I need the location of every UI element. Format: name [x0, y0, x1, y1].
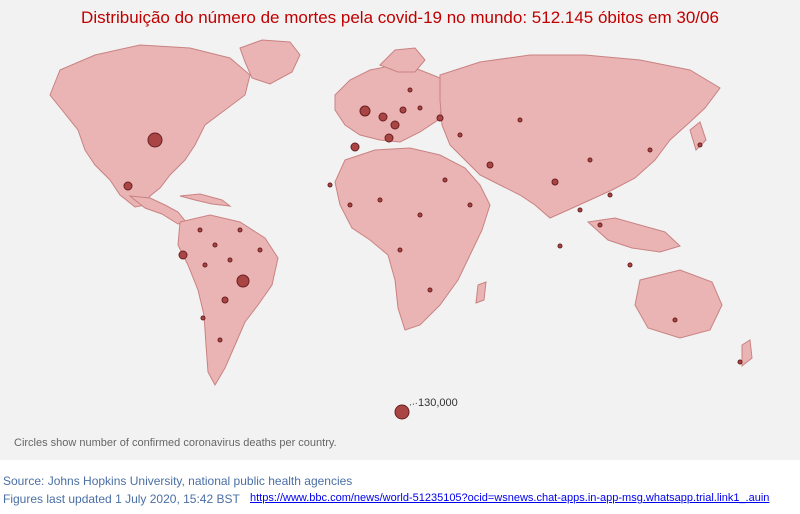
- asia: [439, 54, 721, 219]
- japan: [689, 121, 707, 151]
- death-circles: [123, 87, 743, 420]
- madagascar: [475, 281, 487, 304]
- country-death-circle: [457, 132, 463, 138]
- country-death-circle: [697, 142, 703, 148]
- north-america: [49, 44, 251, 208]
- country-death-circle: [647, 147, 653, 153]
- country-death-circle: [551, 178, 559, 186]
- scandinavia: [379, 47, 426, 73]
- new-zealand: [741, 339, 753, 368]
- last-updated: Figures last updated 1 July 2020, 15:42 …: [3, 492, 240, 506]
- country-death-circle: [147, 132, 163, 148]
- country-death-circle: [436, 114, 444, 122]
- country-death-circle: [672, 317, 678, 323]
- country-death-circle: [417, 105, 423, 111]
- country-death-circle: [236, 274, 250, 288]
- country-death-circle: [257, 247, 263, 253]
- country-death-circle: [737, 359, 743, 365]
- legend-reference-circle: [394, 404, 410, 420]
- source-credit: Source: Johns Hopkins University, nation…: [3, 474, 353, 488]
- map-caption: Circles show number of confirmed coronav…: [14, 437, 337, 449]
- country-death-circle: [327, 182, 333, 188]
- country-death-circle: [359, 105, 371, 117]
- country-death-circle: [467, 202, 473, 208]
- map-title: Distribuição do número de mortes pela co…: [81, 8, 719, 27]
- africa: [334, 147, 491, 331]
- greenland: [239, 39, 301, 85]
- country-death-circle: [227, 257, 233, 263]
- legend-reference-label: 130,000: [418, 397, 458, 409]
- country-death-circle: [397, 247, 403, 253]
- country-death-circle: [607, 192, 613, 198]
- country-death-circle: [427, 287, 433, 293]
- country-death-circle: [384, 133, 394, 143]
- caribbean: [179, 193, 232, 207]
- country-death-circle: [202, 262, 208, 268]
- country-death-circle: [407, 87, 413, 93]
- southeast-asia: [586, 217, 681, 253]
- country-death-circle: [417, 212, 423, 218]
- map-panel: Distribuição do número de mortes pela co…: [0, 0, 800, 460]
- country-death-circle: [217, 337, 223, 343]
- landmasses: [49, 39, 753, 387]
- country-death-circle: [212, 242, 218, 248]
- country-death-circle: [442, 177, 448, 183]
- country-death-circle: [350, 142, 360, 152]
- country-death-circle: [377, 197, 383, 203]
- country-death-circle: [221, 296, 229, 304]
- country-death-circle: [197, 227, 203, 233]
- country-death-circle: [399, 106, 407, 114]
- country-death-circle: [557, 243, 563, 249]
- article-link[interactable]: https://www.bbc.com/news/world-51235105?…: [250, 492, 770, 504]
- country-death-circle: [178, 250, 188, 260]
- central-america: [128, 195, 187, 225]
- country-death-circle: [390, 120, 400, 130]
- country-death-circle: [627, 262, 633, 268]
- country-death-circle: [347, 202, 353, 208]
- country-death-circle: [517, 117, 523, 123]
- country-death-circle: [378, 112, 388, 122]
- country-death-circle: [123, 181, 133, 191]
- country-death-circle: [200, 315, 206, 321]
- country-death-circle: [597, 222, 603, 228]
- legend-leader-line: [409, 402, 419, 406]
- world-map: [49, 39, 753, 420]
- country-death-circle: [587, 157, 593, 163]
- country-death-circle: [237, 227, 243, 233]
- australia: [634, 269, 723, 339]
- country-death-circle: [486, 161, 494, 169]
- country-death-circle: [577, 207, 583, 213]
- europe: [334, 64, 446, 143]
